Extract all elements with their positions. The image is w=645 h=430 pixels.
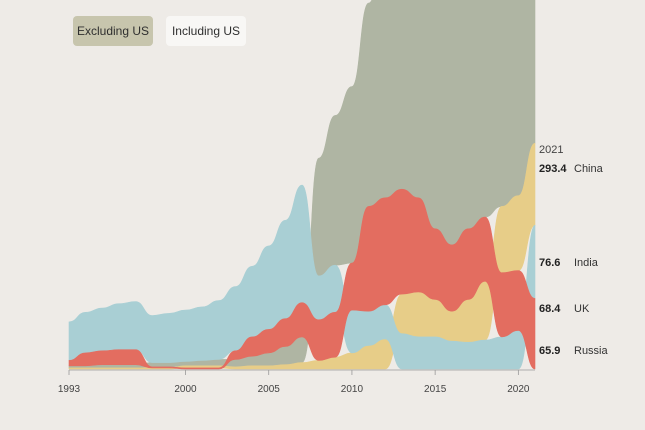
- x-tick-label: 2005: [258, 384, 281, 395]
- end-name-russia: Russia: [574, 345, 609, 357]
- x-tick-label: 2015: [424, 384, 447, 395]
- end-value-india: 76.6: [539, 257, 560, 269]
- streams-layer: [68, 0, 536, 370]
- end-year-label: 2021: [539, 144, 563, 156]
- end-name-india: India: [574, 257, 599, 269]
- end-value-uk: 68.4: [539, 303, 561, 315]
- x-tick-label: 2000: [174, 384, 197, 395]
- x-tick-label: 1993: [58, 384, 81, 395]
- excluding-us-button[interactable]: Excluding US: [73, 16, 153, 46]
- end-value-china: 293.4: [539, 163, 567, 175]
- x-tick-label: 2020: [507, 384, 530, 395]
- end-name-uk: UK: [574, 303, 590, 315]
- stream-russia[interactable]: [68, 188, 536, 370]
- stream-india[interactable]: [68, 142, 536, 370]
- end-value-russia: 65.9: [539, 345, 560, 357]
- stream-uk[interactable]: [68, 184, 536, 370]
- x-tick-label: 2010: [341, 384, 364, 395]
- end-name-china: China: [574, 163, 604, 175]
- x-axis: 1993 2000 2005 2010 2015 2020: [58, 369, 535, 395]
- end-labels: 2021 293.4 China 76.6 India 68.4 UK 65.9 Russia: [539, 144, 609, 357]
- including-us-button[interactable]: Including US: [166, 16, 246, 46]
